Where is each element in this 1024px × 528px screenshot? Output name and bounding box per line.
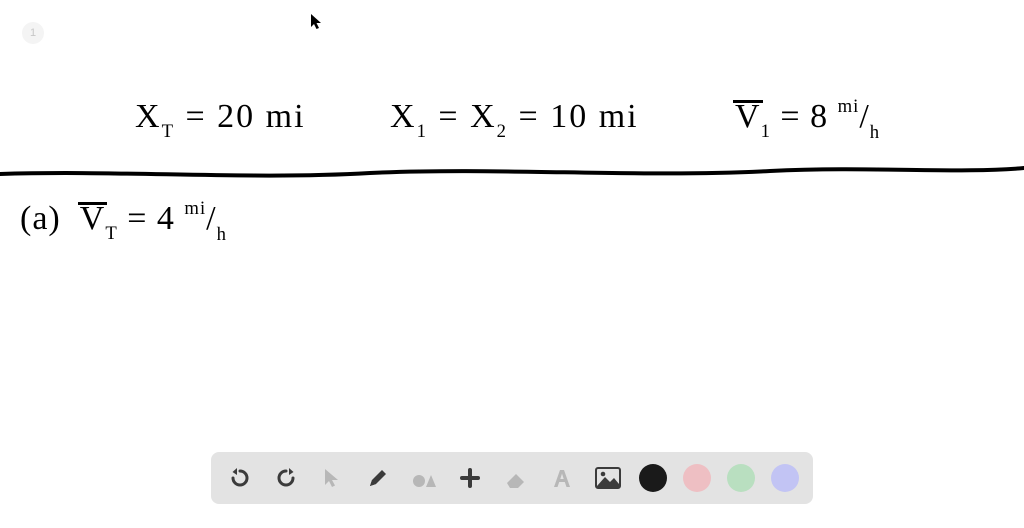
text-button[interactable] <box>547 463 577 493</box>
image-icon <box>595 467 621 489</box>
pencil-button[interactable] <box>363 463 393 493</box>
color-swatch-green[interactable] <box>727 464 755 492</box>
eraser-icon <box>504 468 528 488</box>
drawing-toolbar <box>211 452 813 504</box>
divider-line <box>0 162 1024 182</box>
page-number-badge: 1 <box>22 22 44 44</box>
undo-icon <box>228 466 252 490</box>
redo-button[interactable] <box>271 463 301 493</box>
shapes-button[interactable] <box>409 463 439 493</box>
equation-v1: V1 = 8 mi/h <box>735 98 880 141</box>
undo-button[interactable] <box>225 463 255 493</box>
shapes-icon <box>412 467 436 489</box>
pointer-button[interactable] <box>317 463 347 493</box>
redo-icon <box>274 466 298 490</box>
whiteboard-canvas[interactable]: 1 XT = 20 mi X1 = X2 = 10 mi V1 = 8 mi/h… <box>0 0 1024 528</box>
color-swatch-purple[interactable] <box>771 464 799 492</box>
mouse-cursor-icon <box>311 14 323 30</box>
image-button[interactable] <box>593 463 623 493</box>
pointer-icon <box>321 467 343 489</box>
page-number: 1 <box>30 27 36 39</box>
equation-part-a: (a) VT = 4 mi/h <box>20 200 227 243</box>
equation-x1-x2: X1 = X2 = 10 mi <box>390 98 639 141</box>
add-button[interactable] <box>455 463 485 493</box>
color-swatch-pink[interactable] <box>683 464 711 492</box>
color-swatch-black[interactable] <box>639 464 667 492</box>
equation-xt: XT = 20 mi <box>135 98 306 141</box>
eraser-button[interactable] <box>501 463 531 493</box>
text-icon <box>551 467 573 489</box>
pencil-icon <box>367 467 389 489</box>
plus-icon <box>459 467 481 489</box>
